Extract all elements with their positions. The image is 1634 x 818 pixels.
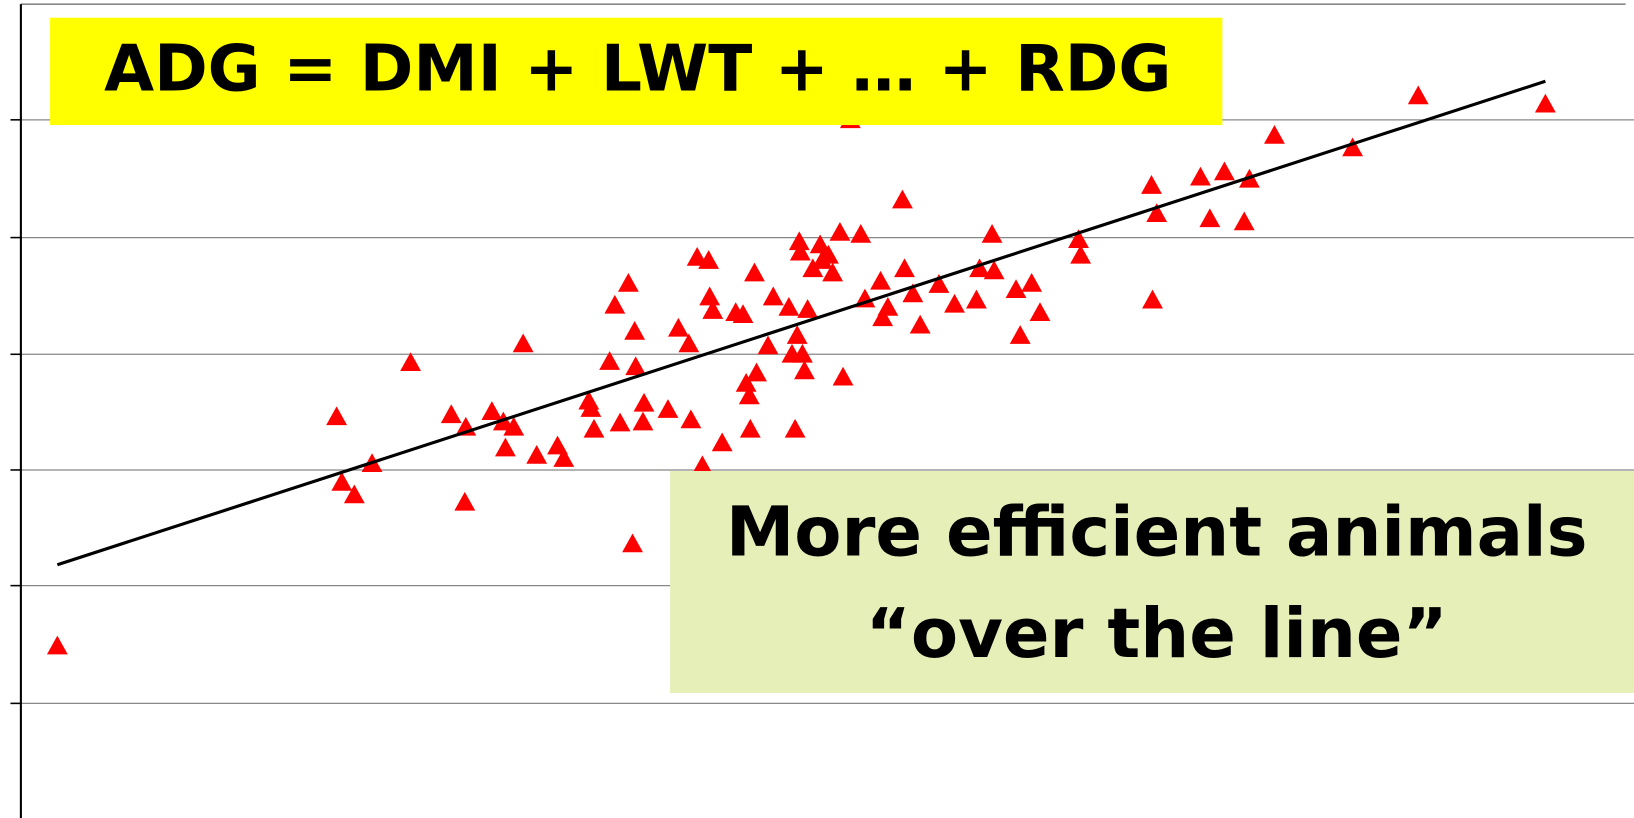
marks bbox=[46, 79, 1556, 655]
data-point bbox=[711, 432, 733, 452]
data-point bbox=[822, 262, 844, 282]
data-point bbox=[1190, 166, 1211, 186]
data-point bbox=[686, 246, 708, 266]
data-point bbox=[739, 418, 761, 438]
data-point bbox=[902, 283, 924, 303]
data-point bbox=[877, 296, 899, 316]
data-point bbox=[624, 320, 646, 340]
data-point bbox=[698, 250, 720, 269]
data-point bbox=[617, 273, 639, 292]
data-point bbox=[680, 409, 702, 429]
data-point bbox=[746, 362, 767, 382]
data-point bbox=[757, 335, 779, 355]
data-point bbox=[702, 300, 724, 319]
data-point bbox=[454, 491, 476, 511]
data-point bbox=[599, 351, 621, 370]
data-point bbox=[400, 352, 422, 371]
data-point bbox=[809, 234, 831, 254]
data-point bbox=[788, 231, 810, 251]
data-point bbox=[633, 392, 655, 412]
data-point bbox=[691, 455, 713, 475]
data-point bbox=[503, 416, 525, 436]
data-point bbox=[604, 294, 626, 314]
data-point bbox=[735, 373, 757, 392]
data-point bbox=[609, 412, 631, 432]
data-point bbox=[547, 435, 568, 455]
data-point bbox=[762, 286, 784, 306]
data-point bbox=[872, 307, 894, 327]
data-point bbox=[1005, 279, 1027, 299]
data-point bbox=[786, 325, 808, 344]
fit-line bbox=[56, 79, 1546, 567]
data-point bbox=[784, 418, 806, 438]
data-point bbox=[983, 260, 1005, 280]
data-point bbox=[1342, 137, 1364, 157]
data-point bbox=[794, 360, 815, 380]
data-point bbox=[1142, 289, 1163, 309]
data-point bbox=[969, 258, 990, 278]
formula: ADG = DMI + LWT + … + RDG bbox=[104, 32, 1171, 107]
data-point bbox=[894, 258, 915, 278]
data-point bbox=[944, 293, 965, 313]
data-point bbox=[928, 274, 950, 293]
data-point bbox=[440, 404, 462, 424]
data-point bbox=[343, 484, 365, 504]
data-point bbox=[632, 411, 654, 431]
data-point bbox=[870, 270, 891, 290]
data-point bbox=[892, 189, 913, 209]
data-point bbox=[331, 472, 353, 491]
data-point bbox=[678, 333, 700, 353]
data-point bbox=[481, 401, 503, 420]
data-point bbox=[789, 241, 811, 261]
data-point bbox=[1264, 125, 1285, 144]
data-point bbox=[981, 224, 1003, 243]
data-point bbox=[1534, 93, 1556, 113]
data-point bbox=[512, 333, 534, 353]
data-point bbox=[778, 296, 800, 316]
data-point bbox=[1199, 208, 1221, 228]
data-point bbox=[732, 304, 754, 324]
note-line: “over the line” bbox=[866, 594, 1448, 674]
data-point bbox=[832, 366, 854, 386]
data-point bbox=[791, 343, 813, 363]
data-point bbox=[738, 385, 760, 405]
data-point bbox=[909, 314, 931, 334]
data-point bbox=[797, 299, 819, 318]
data-point bbox=[1146, 203, 1168, 222]
data-point bbox=[46, 635, 68, 655]
data-point bbox=[553, 448, 575, 467]
data-point bbox=[1070, 244, 1092, 264]
data-point bbox=[667, 317, 689, 337]
data-point bbox=[818, 244, 839, 264]
data-point bbox=[850, 224, 872, 243]
data-point bbox=[1407, 85, 1429, 105]
data-point bbox=[622, 533, 643, 553]
data-point bbox=[583, 418, 605, 438]
data-point bbox=[1233, 211, 1255, 231]
data-point bbox=[1141, 175, 1162, 194]
data-point bbox=[1068, 229, 1089, 249]
data-point bbox=[1214, 161, 1235, 181]
data-point bbox=[495, 437, 516, 457]
data-point bbox=[1009, 325, 1031, 344]
data-point bbox=[744, 262, 765, 282]
data-point bbox=[966, 289, 987, 309]
note-box bbox=[670, 471, 1634, 693]
data-point bbox=[526, 444, 548, 464]
note-line: More efficient animals bbox=[726, 493, 1588, 573]
data-point bbox=[699, 286, 721, 306]
data-point bbox=[1021, 273, 1043, 292]
data-point bbox=[326, 406, 348, 426]
data-point bbox=[1029, 302, 1051, 321]
data-point bbox=[657, 399, 679, 418]
data-point bbox=[625, 356, 647, 376]
data-point bbox=[580, 398, 602, 417]
formula-box bbox=[50, 17, 1223, 126]
data-point bbox=[829, 221, 851, 241]
